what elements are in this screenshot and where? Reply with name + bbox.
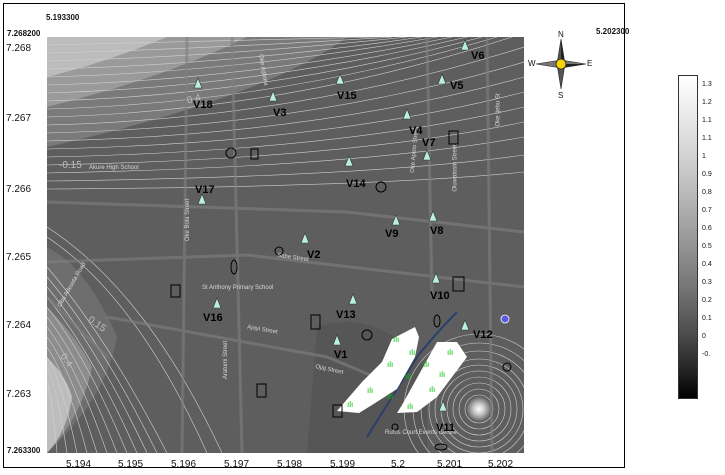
compass-west: W	[528, 59, 536, 68]
legend-tick: -0.	[702, 351, 711, 358]
street-label: St Anthony Primary School	[202, 285, 274, 291]
station-label: V8	[430, 225, 444, 237]
station-label: V4	[409, 125, 423, 137]
compass-north: N	[558, 30, 564, 39]
station-label: V7	[422, 137, 436, 149]
legend-tick: 1.3	[702, 81, 712, 88]
svg-text:ılı: ılı	[439, 370, 445, 379]
svg-text:ılı: ılı	[387, 392, 393, 401]
station-label: V16	[203, 312, 223, 324]
svg-text:ılı: ılı	[407, 402, 413, 411]
legend-tick: 1.1	[702, 135, 712, 142]
station-label: V18	[193, 99, 213, 111]
compass-rose-icon	[535, 38, 587, 90]
station-label: V13	[336, 309, 356, 321]
legend-tick: 0.5	[702, 243, 712, 250]
svg-text:ılı: ılı	[429, 385, 435, 394]
x-tick-label: 5.201	[437, 459, 463, 470]
legend-tick: 0.2	[702, 297, 712, 304]
station-label: V5	[450, 80, 464, 92]
x-tick-label: 5.2	[391, 459, 405, 470]
blue-marker	[500, 314, 510, 324]
station-label: V12	[473, 329, 493, 341]
legend-tick: 1	[702, 153, 706, 160]
station-label: V2	[307, 249, 321, 261]
shade-band	[47, 37, 167, 77]
station-label: V11	[436, 422, 455, 434]
street-label: Oke Bola Street	[185, 198, 192, 242]
x-tick-label: 5.196	[171, 459, 197, 470]
station-label: V17	[195, 184, 215, 196]
x-tick-label: 5.197	[224, 459, 250, 470]
svg-text:ılı: ılı	[447, 348, 453, 357]
compass-east: E	[587, 59, 593, 68]
legend-tick: 0.8	[702, 189, 712, 196]
street-label: Oluwatosin Street	[452, 144, 459, 192]
legend-tick: 1.1	[702, 117, 712, 124]
corner-bottom-left-y: 7.263300	[7, 446, 41, 455]
svg-text:ılı: ılı	[347, 400, 353, 409]
svg-text:ılı: ılı	[387, 360, 393, 369]
station-label: V10	[430, 290, 450, 302]
legend-tick: 0.4	[702, 261, 712, 268]
street-label: Rufus Court Events Centre	[385, 430, 457, 436]
station-label: V1	[334, 349, 348, 361]
vegetation-patch	[337, 327, 467, 413]
corner-top-right-x: 5.202300	[596, 27, 630, 36]
corner-top-left-x: 5.193300	[46, 13, 80, 22]
roads	[47, 37, 524, 453]
compass-south: S	[558, 91, 564, 100]
legend-tick: 0	[702, 333, 706, 340]
y-tick-label: 7.265	[6, 252, 32, 263]
y-tick-label: 7.267	[6, 113, 32, 124]
legend-tick: 0.6	[702, 225, 712, 232]
legend-tick: 1.2	[702, 99, 712, 106]
shade-band	[47, 357, 72, 453]
x-tick-label: 5.195	[118, 459, 144, 470]
anomaly-peak	[467, 397, 491, 421]
contour-map[interactable]: ılı ılı ılı ılı ılı ılı ılı ılı ılı ılı ılı ılı	[47, 37, 524, 453]
street-label: Oke Ijebu St	[495, 93, 502, 127]
station-label: V3	[273, 107, 287, 119]
color-scale-legend	[678, 75, 698, 399]
x-tick-label: 5.198	[277, 459, 303, 470]
y-tick-label: 7.266	[6, 184, 32, 195]
legend-tick: 0.1	[702, 315, 712, 322]
x-tick-label: 5.194	[66, 459, 92, 470]
y-tick-label: 7.264	[6, 320, 32, 331]
legend-tick: 0.9	[702, 171, 712, 178]
svg-text:ılı: ılı	[423, 360, 429, 369]
legend-tick: 0.3	[702, 279, 712, 286]
station-label: V14	[346, 178, 366, 190]
station-label: V15	[337, 90, 357, 102]
river	[366, 311, 458, 438]
legend-tick: 0.7	[702, 207, 712, 214]
station-label: V9	[385, 228, 399, 240]
map-features	[170, 130, 512, 451]
svg-text:ılı: ılı	[367, 386, 373, 395]
station-label: V6	[471, 50, 485, 62]
street-label: Aratumi Street	[223, 340, 230, 380]
svg-text:ılı: ılı	[409, 348, 415, 357]
y-tick-label: 7.263	[6, 389, 32, 400]
x-tick-label: 5.202	[488, 459, 514, 470]
corner-top-left-y: 7.268200	[7, 29, 41, 38]
svg-text:ılı: ılı	[393, 335, 399, 344]
svg-text:ılı: ılı	[405, 372, 411, 381]
north-arrow-compass: N S W E	[528, 30, 593, 100]
contour-label: -0.15	[59, 160, 82, 171]
x-tick-label: 5.199	[330, 459, 356, 470]
y-tick-label: 7.268	[6, 43, 32, 54]
street-label: Akure High School	[89, 165, 139, 171]
station-markers	[193, 39, 470, 412]
